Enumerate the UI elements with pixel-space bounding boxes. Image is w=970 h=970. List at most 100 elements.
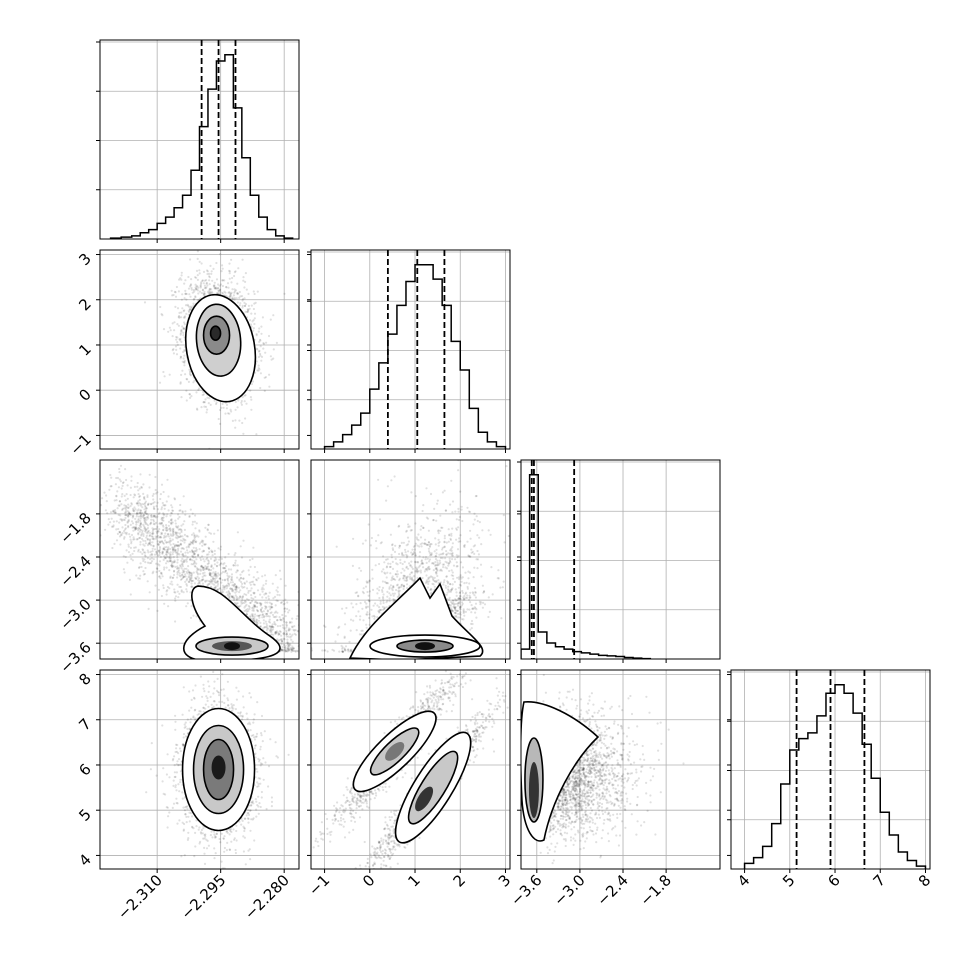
scatter-point bbox=[254, 595, 257, 599]
scatter-point bbox=[265, 341, 268, 344]
scatter-point bbox=[230, 258, 233, 261]
scatter-point bbox=[289, 646, 292, 650]
scatter-point bbox=[250, 613, 253, 616]
scatter-point bbox=[435, 554, 438, 558]
scatter-point bbox=[179, 585, 182, 589]
scatter-point bbox=[143, 495, 146, 499]
scatter-point bbox=[149, 550, 152, 554]
scatter-point bbox=[200, 539, 204, 542]
scatter-point bbox=[191, 549, 194, 553]
scatter-point bbox=[132, 514, 135, 517]
scatter-point bbox=[276, 611, 279, 614]
scatter-point bbox=[187, 580, 190, 584]
scatter-point bbox=[117, 486, 120, 489]
scatter-point bbox=[164, 553, 168, 556]
scatter-point bbox=[159, 305, 162, 309]
scatter-point bbox=[230, 578, 233, 581]
scatter-point bbox=[201, 566, 204, 569]
scatter-point bbox=[261, 613, 264, 617]
scatter-point bbox=[246, 308, 249, 311]
scatter-point bbox=[241, 586, 244, 589]
scatter-point bbox=[211, 575, 214, 578]
scatter-point bbox=[285, 635, 288, 638]
scatter-point bbox=[129, 493, 132, 497]
scatter-point bbox=[137, 512, 140, 515]
scatter-point bbox=[122, 518, 125, 521]
scatter-point bbox=[255, 334, 258, 337]
scatter-point bbox=[219, 253, 222, 256]
scatter-point bbox=[279, 630, 282, 634]
scatter-point bbox=[175, 531, 178, 534]
scatter-point bbox=[161, 540, 164, 543]
scatter-point bbox=[190, 533, 194, 536]
scatter-point bbox=[171, 538, 174, 541]
scatter-point bbox=[249, 396, 252, 399]
scatter-point bbox=[146, 549, 149, 552]
scatter-point bbox=[275, 341, 278, 344]
scatter-point bbox=[177, 528, 180, 531]
scatter-point bbox=[280, 619, 283, 622]
scatter-point bbox=[166, 589, 169, 592]
scatter-point bbox=[247, 569, 250, 572]
scatter-point bbox=[168, 541, 171, 544]
scatter-point bbox=[159, 572, 163, 575]
scatter-point bbox=[181, 293, 184, 296]
scatter-point bbox=[136, 511, 139, 515]
scatter-point bbox=[161, 524, 165, 527]
scatter-point bbox=[210, 564, 213, 567]
scatter-point bbox=[290, 648, 293, 652]
scatter-point bbox=[143, 572, 146, 576]
scatter-point bbox=[245, 603, 248, 606]
scatter-point bbox=[112, 510, 115, 513]
scatter-point bbox=[215, 565, 219, 568]
scatter-point bbox=[458, 602, 461, 605]
scatter-point bbox=[157, 588, 160, 591]
scatter-point bbox=[213, 587, 216, 590]
scatter-point bbox=[283, 627, 286, 630]
scatter-point bbox=[234, 289, 238, 292]
scatter-point bbox=[222, 567, 225, 570]
scatter-point bbox=[109, 511, 113, 514]
scatter-point bbox=[219, 422, 222, 425]
scatter-point bbox=[167, 535, 170, 538]
scatter-point bbox=[146, 526, 150, 530]
scatter-point bbox=[183, 349, 186, 352]
scatter-point bbox=[139, 522, 142, 526]
scatter-point bbox=[171, 553, 174, 556]
scatter-point bbox=[249, 319, 252, 322]
scatter-point bbox=[284, 650, 287, 653]
scatter-point bbox=[217, 417, 220, 421]
scatter-point bbox=[163, 566, 166, 569]
scatter-point bbox=[257, 614, 260, 618]
scatter-point bbox=[275, 615, 278, 618]
scatter-point bbox=[221, 578, 224, 582]
scatter-point bbox=[243, 301, 246, 304]
scatter-point bbox=[280, 634, 283, 637]
scatter-point bbox=[228, 584, 231, 587]
scatter-point bbox=[174, 531, 177, 534]
scatter-point bbox=[184, 292, 187, 295]
scatter-point bbox=[232, 294, 235, 297]
scatter-point bbox=[213, 552, 216, 556]
scatter-point bbox=[223, 588, 226, 591]
scatter-point bbox=[220, 572, 223, 575]
scatter-point bbox=[231, 581, 234, 584]
scatter-point bbox=[141, 548, 144, 551]
scatter-point bbox=[242, 569, 245, 573]
scatter-point bbox=[168, 555, 171, 558]
scatter-point bbox=[287, 629, 290, 632]
scatter-point bbox=[243, 400, 246, 403]
scatter-point bbox=[182, 575, 185, 579]
scatter-point bbox=[182, 523, 185, 526]
scatter-point bbox=[118, 521, 121, 524]
scatter-point bbox=[227, 291, 230, 294]
scatter-point bbox=[179, 578, 183, 581]
scatter-point bbox=[216, 588, 219, 592]
scatter-point bbox=[256, 348, 259, 351]
scatter-point bbox=[178, 314, 181, 318]
scatter-point bbox=[138, 530, 141, 533]
scatter-point bbox=[144, 539, 147, 543]
scatter-point bbox=[220, 562, 223, 565]
scatter-point bbox=[283, 607, 286, 611]
scatter-point bbox=[144, 511, 147, 514]
